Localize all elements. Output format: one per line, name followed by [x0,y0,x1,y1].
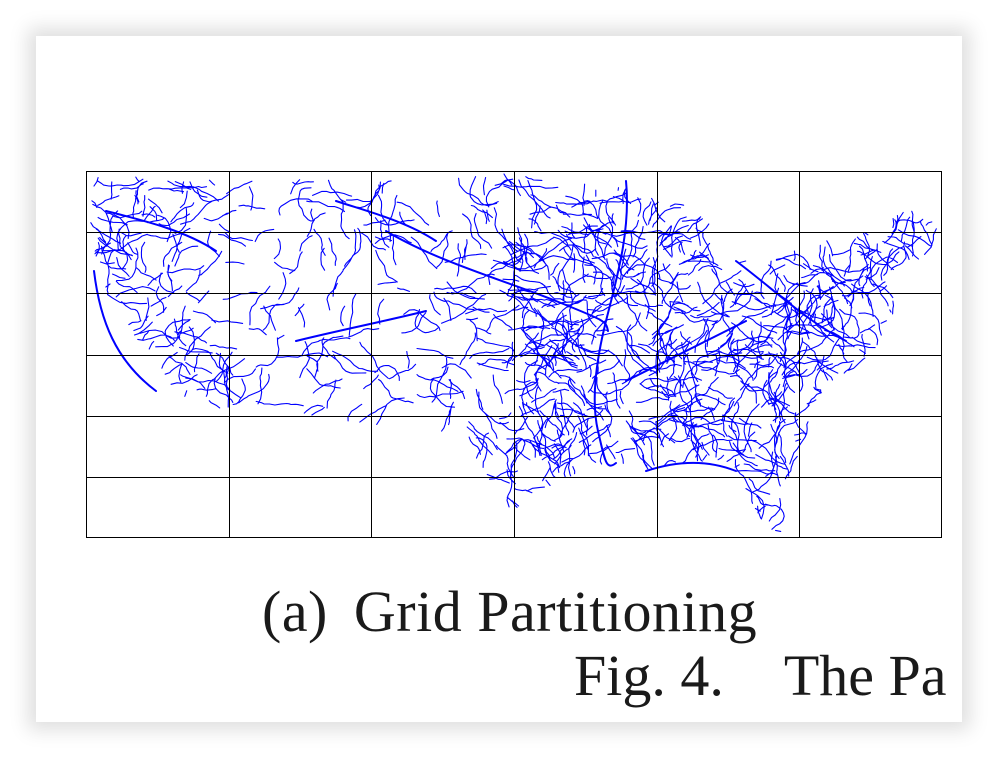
partition-grid [86,171,942,538]
major-river [645,461,737,472]
major-river [593,180,628,467]
major-river [295,310,427,342]
major-river [105,210,217,252]
subcaption-text: Grid Partitioning [353,579,758,644]
figure-caption-text: The Pa [783,643,947,708]
figure-grid-partitioning [86,171,942,538]
paper-page: (a) Grid Partitioning Fig. 4. The Pa [36,36,962,722]
river-network [90,173,937,532]
river-strokes [90,173,937,532]
figure-number: Fig. 4. [574,643,724,708]
subcaption-label: (a) [262,579,328,644]
subcaption: (a) Grid Partitioning [262,580,757,644]
major-river [735,260,847,342]
major-river [335,200,437,242]
major-river [385,230,609,332]
figure-caption: Fig. 4. The Pa [574,644,947,708]
major-river [93,270,157,392]
major-river [625,320,747,382]
us-river-map [86,171,942,538]
